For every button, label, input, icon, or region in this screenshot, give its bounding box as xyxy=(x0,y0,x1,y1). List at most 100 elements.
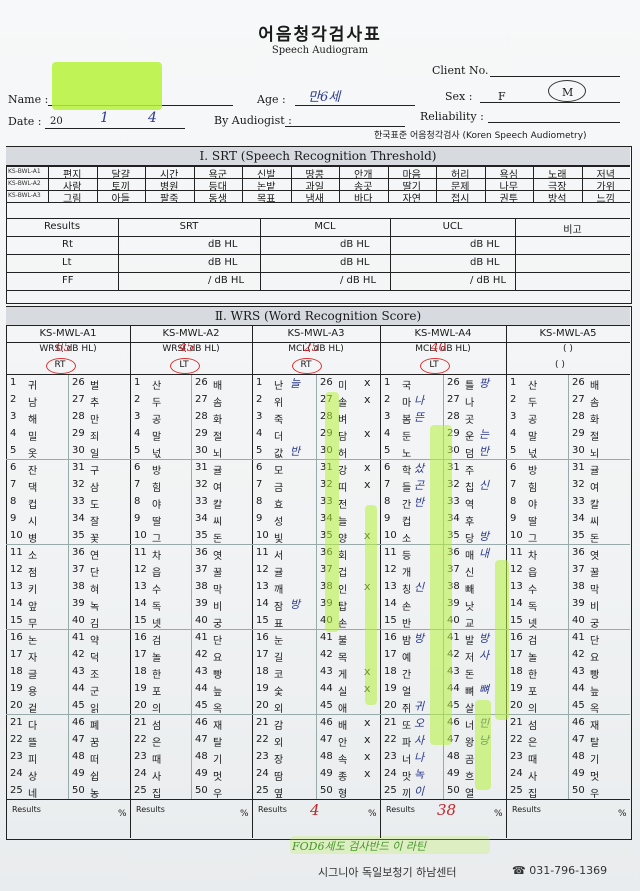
word-number: 26 xyxy=(572,377,585,388)
grid-line xyxy=(6,236,630,237)
srt-word: 토끼 xyxy=(111,182,130,193)
srt-word: 바다 xyxy=(354,194,373,205)
word-number: 49 xyxy=(195,768,208,779)
word-number: 22 xyxy=(256,734,269,745)
word-number: 13 xyxy=(10,581,23,592)
word-item: 성 xyxy=(274,517,284,528)
word-number: 1 xyxy=(10,377,17,388)
srt-word: 냄새 xyxy=(305,194,324,205)
ear-circle xyxy=(420,358,450,374)
word-number: 40 xyxy=(195,615,208,626)
word-item: 옷 xyxy=(28,449,38,460)
x-mark: x xyxy=(364,750,371,763)
sex-m-circle xyxy=(548,80,586,102)
x-mark: x xyxy=(364,427,371,440)
word-number: 12 xyxy=(384,564,397,575)
word-item: 빛 xyxy=(274,534,284,545)
word-item: 돈 xyxy=(590,534,600,545)
ucl-value: / dB HL xyxy=(470,275,507,286)
word-number: 24 xyxy=(134,768,147,779)
word-number: 20 xyxy=(10,700,23,711)
grid-line xyxy=(515,218,516,290)
results-label: Results xyxy=(258,805,287,814)
handwritten-answer: 방 xyxy=(479,530,490,543)
word-item: 기 xyxy=(590,755,600,766)
word-item: 수 xyxy=(528,585,538,596)
word-number: 13 xyxy=(384,581,397,592)
word-number: 12 xyxy=(10,564,23,575)
word-number: 2 xyxy=(10,394,17,405)
srt-word: 달걀 xyxy=(111,170,130,181)
grid-line xyxy=(6,374,630,375)
word-number: 46 xyxy=(320,717,333,728)
grid-line xyxy=(6,290,630,291)
word-number: 14 xyxy=(510,598,523,609)
word-number: 35 xyxy=(195,530,208,541)
word-item: 단 xyxy=(90,568,100,579)
word-number: 25 xyxy=(134,785,147,796)
word-number: 36 xyxy=(572,547,585,558)
srt-word: 나무 xyxy=(499,182,518,193)
word-item: 탈 xyxy=(213,738,223,749)
word-item: 옥 xyxy=(590,704,600,715)
word-item: 잔 xyxy=(28,466,38,477)
word-number: 47 xyxy=(320,734,333,745)
word-item: 무 xyxy=(28,619,38,630)
word-item: 시 xyxy=(28,517,38,528)
word-number: 15 xyxy=(134,615,147,626)
word-item: 재 xyxy=(213,721,223,732)
word-item: 궁 xyxy=(213,619,223,630)
word-item: 때 xyxy=(528,755,538,766)
word-item: 막 xyxy=(213,585,223,596)
grid-line xyxy=(6,218,630,219)
word-number: 9 xyxy=(10,513,17,524)
word-number: 15 xyxy=(10,615,23,626)
srt-word: 노래 xyxy=(548,170,567,181)
highlighter-stroke xyxy=(430,425,452,745)
word-number: 41 xyxy=(447,632,460,643)
x-mark: x xyxy=(364,376,371,389)
grid-line xyxy=(6,190,630,191)
word-number: 17 xyxy=(384,649,397,660)
score: 4 xyxy=(310,801,320,819)
word-item: 만 xyxy=(90,415,100,426)
word-item: 절 xyxy=(590,432,600,443)
ear-circle xyxy=(170,358,200,374)
word-item: 손 xyxy=(338,619,348,630)
word-number: 6 xyxy=(256,462,263,473)
word-item: 나 xyxy=(465,398,475,409)
word-number: 8 xyxy=(510,496,517,507)
grid-line xyxy=(390,218,391,290)
word-item: 한 xyxy=(528,670,538,681)
word-item: 속 xyxy=(338,755,348,766)
word-number: 20 xyxy=(134,700,147,711)
word-item: 틀 xyxy=(465,381,475,392)
word-item: 금 xyxy=(274,483,284,494)
word-number: 30 xyxy=(572,445,585,456)
word-number: 17 xyxy=(510,649,523,660)
word-item: 소 xyxy=(28,551,38,562)
word-item: 강 xyxy=(338,466,348,477)
word-number: 24 xyxy=(510,768,523,779)
word-number: 25 xyxy=(384,785,397,796)
word-number: 44 xyxy=(572,683,585,694)
word-number: 27 xyxy=(195,394,208,405)
srt-word: 딸기 xyxy=(402,182,421,193)
word-number: 1 xyxy=(134,377,141,388)
word-number: 39 xyxy=(447,598,460,609)
word-number: 11 xyxy=(510,547,523,558)
word-item: 글 xyxy=(28,670,38,681)
date-year: 20 xyxy=(50,116,63,127)
word-item: 교 xyxy=(465,619,475,630)
word-item: 넷 xyxy=(528,619,538,630)
word-item: 흐 xyxy=(465,772,475,783)
wrs-list-name: KS-MWL-A4 xyxy=(414,328,472,339)
handwritten-answer: 귀 xyxy=(414,700,425,713)
word-item: 잠 xyxy=(274,602,284,613)
word-number: 7 xyxy=(256,479,263,490)
word-number: 18 xyxy=(134,666,147,677)
word-number: 32 xyxy=(447,479,460,490)
word-number: 14 xyxy=(134,598,147,609)
highlighter-stroke xyxy=(495,560,509,720)
word-item: 도 xyxy=(90,500,100,511)
